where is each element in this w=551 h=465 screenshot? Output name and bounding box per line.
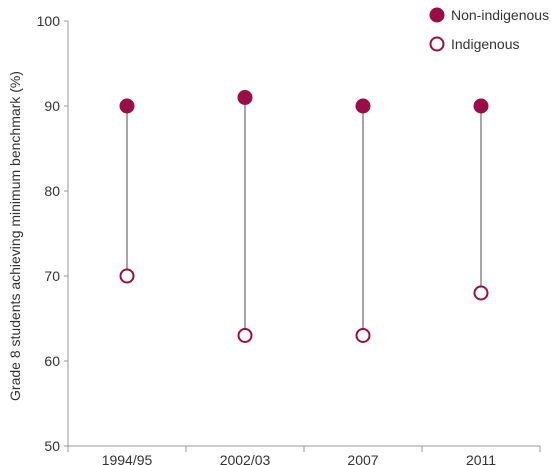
y-tick-label: 70 — [44, 268, 60, 284]
point-indigenous — [119, 268, 135, 284]
y-tick-label: 100 — [37, 13, 61, 29]
y-tick-label: 90 — [44, 98, 60, 114]
axes: 50 60 70 80 90 100 1994/95 2002/03 2007 2011 — [37, 13, 541, 465]
y-tick-label: 80 — [44, 183, 60, 199]
point-indigenous — [355, 328, 371, 343]
y-axis-label: Grade 8 students achieving minimum bench… — [7, 71, 23, 401]
point-non-indigenous — [119, 98, 135, 114]
legend-marker — [429, 7, 445, 23]
data-points — [119, 90, 489, 343]
legend-label: Non-indigenous — [451, 7, 549, 23]
x-tick-label: 2011 — [466, 452, 496, 465]
point-indigenous — [237, 328, 253, 343]
legend: Non-indigenous Indigenous — [429, 7, 549, 52]
x-tick-label: 1994/95 — [102, 452, 153, 465]
point-non-indigenous — [473, 98, 489, 114]
y-tick-label: 50 — [44, 438, 60, 454]
y-tick-label: 60 — [44, 353, 60, 369]
x-tick-label: 2002/03 — [220, 452, 271, 465]
point-indigenous — [473, 285, 489, 301]
legend-label: Indigenous — [451, 36, 520, 52]
connectors — [126, 97, 482, 336]
x-tick-label: 2007 — [347, 452, 378, 465]
legend-marker — [429, 36, 445, 52]
point-non-indigenous — [237, 90, 253, 105]
point-non-indigenous — [355, 98, 371, 114]
